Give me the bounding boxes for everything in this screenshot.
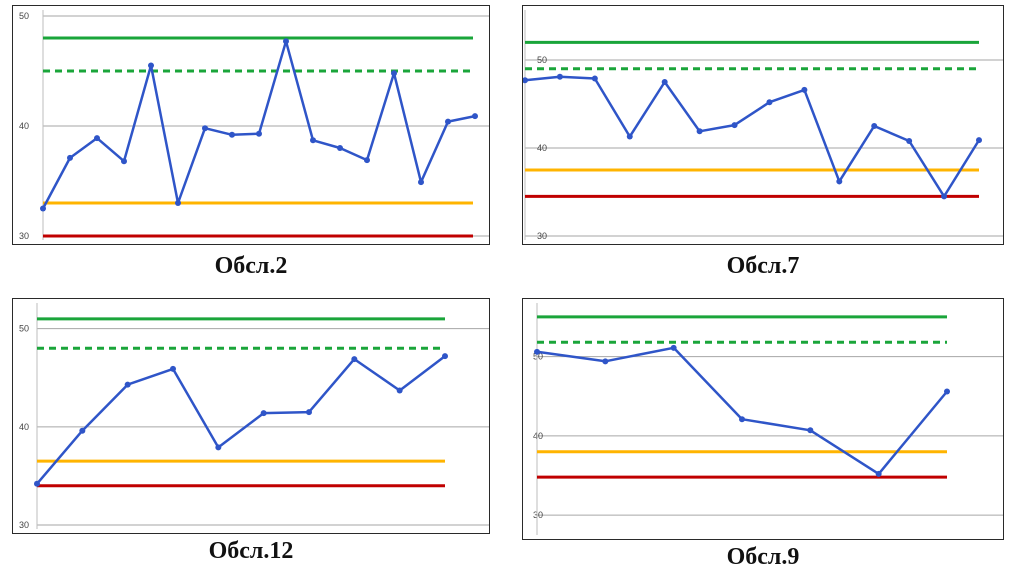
data-point bbox=[351, 356, 358, 363]
data-point bbox=[79, 427, 86, 434]
data-point bbox=[534, 348, 540, 355]
chart-frame: 30 40 50 bbox=[522, 5, 1004, 245]
data-point bbox=[121, 158, 127, 165]
y-tick-label: 40 bbox=[533, 431, 543, 441]
chart-panel-obsl-2: 30 40 50 Обсл.2 bbox=[12, 5, 490, 290]
y-tick-label: 50 bbox=[533, 352, 543, 362]
data-point bbox=[871, 123, 878, 129]
data-point bbox=[229, 131, 235, 138]
chart-panel-obsl-12: 30 40 50 Обсл.12 bbox=[12, 298, 490, 570]
series-line bbox=[524, 75, 981, 198]
data-point bbox=[766, 99, 773, 106]
chart-caption: Обсл.12 bbox=[208, 538, 294, 564]
y-tick-label: 30 bbox=[19, 520, 29, 530]
data-point bbox=[670, 344, 677, 351]
data-point bbox=[696, 128, 703, 135]
data-point bbox=[124, 381, 131, 388]
line-chart-obsl-12: 30 40 50 bbox=[19, 303, 489, 530]
chart-frame: 30 40 50 bbox=[12, 5, 490, 245]
y-tick-label: 40 bbox=[537, 143, 547, 153]
data-point bbox=[875, 470, 882, 477]
chart-caption: Обсл.9 bbox=[726, 544, 800, 570]
series-line bbox=[36, 355, 446, 485]
data-point bbox=[391, 70, 397, 77]
data-point bbox=[283, 38, 289, 45]
data-point bbox=[396, 387, 403, 394]
y-tick-label: 40 bbox=[19, 422, 29, 432]
data-point bbox=[731, 122, 738, 129]
data-point bbox=[591, 75, 598, 82]
y-tick-label: 50 bbox=[537, 55, 547, 65]
data-point bbox=[976, 137, 982, 144]
data-point bbox=[626, 133, 633, 140]
data-point bbox=[836, 178, 843, 185]
data-point bbox=[801, 86, 808, 93]
data-point bbox=[306, 409, 312, 416]
line-chart-obsl-7: 30 40 50 bbox=[523, 10, 1003, 241]
data-point bbox=[260, 410, 267, 417]
data-point bbox=[256, 130, 262, 137]
data-point bbox=[739, 416, 745, 423]
data-point bbox=[175, 200, 181, 206]
data-point bbox=[661, 79, 668, 85]
data-point bbox=[94, 135, 100, 142]
y-tick-label: 50 bbox=[19, 324, 29, 334]
data-point bbox=[807, 427, 814, 434]
chart-frame: 30 40 50 bbox=[522, 298, 1004, 540]
chart-panel-obsl-9: 30 40 50 Обсл.9 bbox=[522, 298, 1004, 570]
y-tick-label: 30 bbox=[533, 510, 543, 520]
data-point bbox=[556, 73, 563, 80]
y-tick-label: 50 bbox=[19, 11, 29, 21]
y-tick-label: 30 bbox=[537, 231, 547, 241]
data-point bbox=[523, 77, 528, 84]
data-point bbox=[418, 179, 424, 186]
data-point bbox=[67, 154, 73, 161]
chart-panel-obsl-7: 30 40 50 Обсл.7 bbox=[522, 5, 1004, 290]
data-point bbox=[944, 388, 950, 395]
chart-caption: Обсл.7 bbox=[726, 253, 800, 279]
data-point bbox=[148, 62, 154, 69]
data-point bbox=[215, 444, 222, 451]
chart-caption: Обсл.2 bbox=[214, 253, 288, 279]
data-point bbox=[602, 358, 609, 365]
line-chart-obsl-2: 30 40 50 bbox=[19, 10, 489, 241]
line-chart-obsl-9: 30 40 50 bbox=[533, 303, 1003, 535]
data-point bbox=[170, 365, 176, 372]
data-point bbox=[906, 137, 913, 144]
data-point bbox=[310, 137, 316, 144]
data-point bbox=[445, 118, 451, 125]
series-line bbox=[536, 346, 948, 476]
y-tick-label: 40 bbox=[19, 121, 29, 131]
data-point bbox=[472, 113, 478, 120]
chart-frame: 30 40 50 bbox=[12, 298, 490, 534]
data-point bbox=[40, 205, 46, 212]
data-point bbox=[442, 353, 448, 360]
data-point bbox=[337, 145, 343, 151]
series-line bbox=[41, 40, 476, 210]
data-point bbox=[364, 157, 370, 164]
data-point bbox=[202, 125, 208, 132]
data-point bbox=[34, 480, 40, 487]
data-point bbox=[941, 193, 948, 200]
y-tick-label: 30 bbox=[19, 231, 29, 241]
